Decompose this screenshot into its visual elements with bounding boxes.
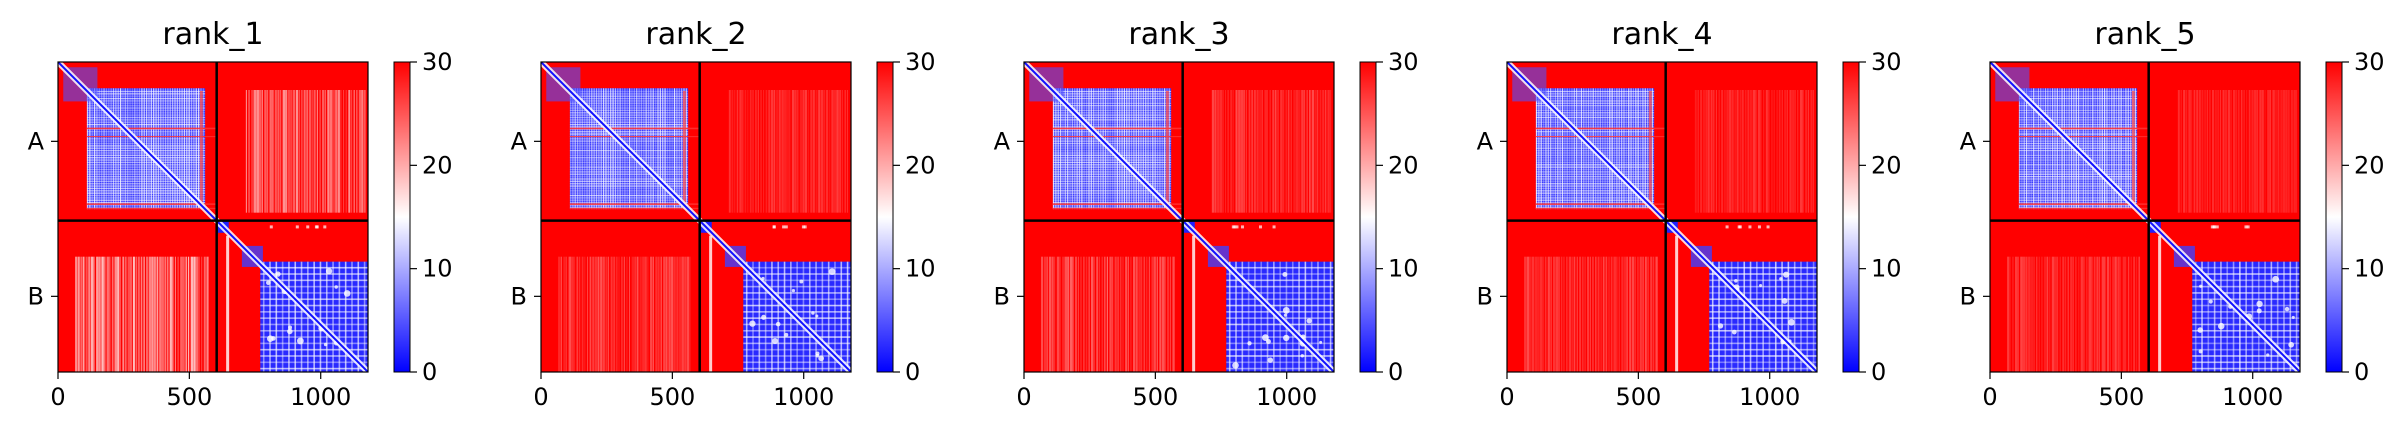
- colorbar-tick-label: 30: [2354, 48, 2385, 76]
- heatmap: [541, 62, 851, 372]
- heatmap: [1507, 62, 1817, 372]
- x-tick-label: 500: [1615, 383, 1661, 411]
- colorbar: [876, 61, 894, 373]
- colorbar-tick-label: 20: [2354, 151, 2385, 179]
- colorbar-tick-label: 30: [1871, 48, 1902, 76]
- panel-title: rank_1: [162, 17, 263, 52]
- colorbar: [1359, 61, 1377, 373]
- colorbar-tick-label: 0: [1388, 358, 1403, 386]
- panel-title: rank_3: [1128, 17, 1229, 52]
- x-tick-label: 1000: [290, 383, 351, 411]
- colorbar-tick-label: 10: [422, 255, 453, 283]
- x-tick-label: 1000: [1739, 383, 1800, 411]
- colorbar: [393, 61, 411, 373]
- colorbar-tick-label: 10: [1388, 255, 1419, 283]
- panel-title: rank_4: [1611, 17, 1712, 52]
- colorbar-tick-label: 20: [1871, 151, 1902, 179]
- chain-label-B: B: [1477, 282, 1493, 310]
- x-tick-label: 0: [1982, 383, 1997, 411]
- colorbar-tick-label: 0: [2354, 358, 2369, 386]
- x-tick-label: 500: [166, 383, 212, 411]
- x-tick-label: 0: [50, 383, 65, 411]
- colorbar-tick-label: 20: [422, 151, 453, 179]
- colorbar-tick-label: 20: [905, 151, 936, 179]
- chain-label-A: A: [1477, 127, 1494, 155]
- colorbar-tick-label: 10: [1871, 255, 1902, 283]
- heatmap: [1024, 62, 1334, 372]
- x-tick-label: 500: [1132, 383, 1178, 411]
- heatmap: [58, 62, 368, 372]
- panel-title: rank_2: [645, 17, 746, 52]
- chain-label-B: B: [994, 282, 1010, 310]
- x-tick-label: 500: [649, 383, 695, 411]
- x-tick-label: 1000: [1256, 383, 1317, 411]
- pae-panel-5: rank_5 0 500 1000 A B 0 10 20 30: [1960, 17, 2385, 411]
- x-tick-label: 1000: [2222, 383, 2283, 411]
- chain-label-A: A: [511, 127, 528, 155]
- pae-panel-1: rank_1 0 500 1000 A B 0 10 20 30: [28, 17, 453, 411]
- x-tick-label: 1000: [773, 383, 834, 411]
- pae-panel-3: rank_3 0 500 1000 A B 0 10 20 30: [994, 17, 1419, 411]
- pae-panel-2: rank_2 0 500 1000 A B 0 10 20 30: [511, 17, 936, 411]
- heatmap: [1990, 62, 2300, 372]
- colorbar-tick-label: 10: [2354, 255, 2385, 283]
- pae-panel-4: rank_4 0 500 1000 A B 0 10 20 30: [1477, 17, 1902, 411]
- chain-label-B: B: [1960, 282, 1976, 310]
- colorbar-tick-label: 0: [422, 358, 437, 386]
- x-tick-label: 500: [2098, 383, 2144, 411]
- chain-label-B: B: [511, 282, 527, 310]
- colorbar-tick-label: 0: [905, 358, 920, 386]
- colorbar-tick-label: 30: [422, 48, 453, 76]
- colorbar: [2325, 61, 2343, 373]
- chain-label-A: A: [994, 127, 1011, 155]
- x-tick-label: 0: [533, 383, 548, 411]
- colorbar-tick-label: 30: [905, 48, 936, 76]
- x-tick-label: 0: [1499, 383, 1514, 411]
- chain-label-A: A: [28, 127, 45, 155]
- colorbar-tick-label: 30: [1388, 48, 1419, 76]
- colorbar-tick-label: 0: [1871, 358, 1886, 386]
- colorbar-tick-label: 20: [1388, 151, 1419, 179]
- chain-label-A: A: [1960, 127, 1977, 155]
- x-tick-label: 0: [1016, 383, 1031, 411]
- panel-title: rank_5: [2094, 17, 2195, 52]
- colorbar-tick-label: 10: [905, 255, 936, 283]
- chain-label-B: B: [28, 282, 44, 310]
- colorbar: [1842, 61, 1860, 373]
